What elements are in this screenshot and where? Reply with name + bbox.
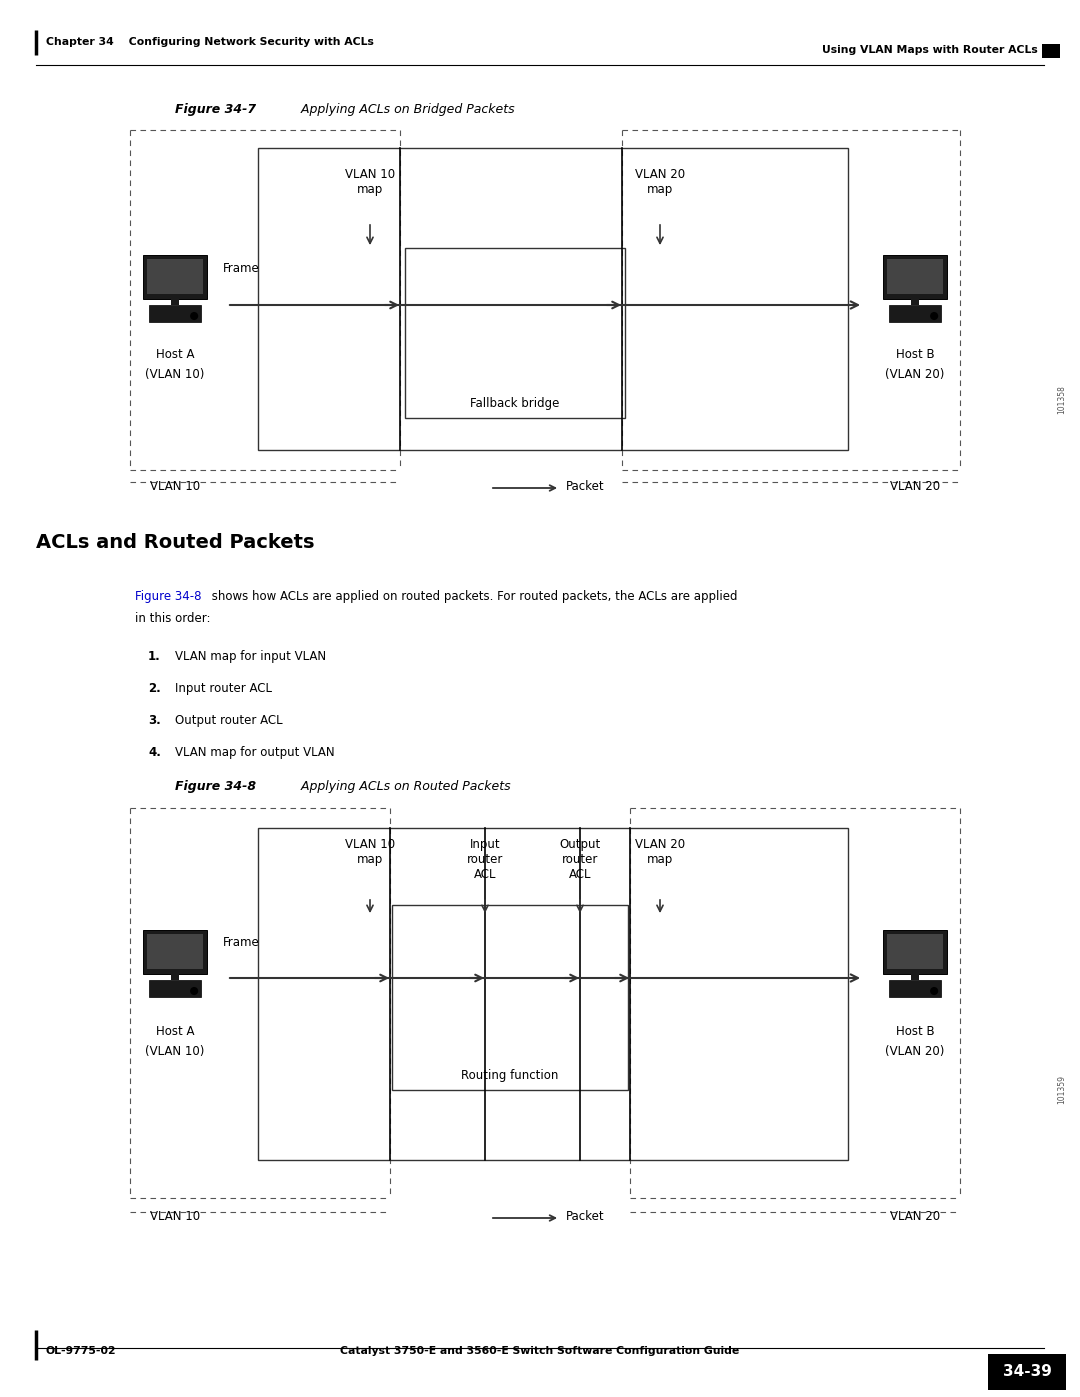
Text: Packet: Packet — [566, 481, 605, 493]
Bar — [258, 148, 848, 450]
Circle shape — [190, 986, 199, 995]
Text: Figure 34-7: Figure 34-7 — [175, 103, 256, 116]
Bar — [147, 935, 203, 970]
Bar — [887, 935, 943, 970]
Bar — [143, 256, 207, 299]
Bar — [910, 972, 919, 981]
Bar — [147, 258, 203, 295]
Text: Frame: Frame — [222, 261, 260, 274]
Text: Host A: Host A — [156, 1025, 194, 1038]
Text: Frame: Frame — [222, 936, 260, 950]
Text: Applying ACLs on Routed Packets: Applying ACLs on Routed Packets — [285, 780, 511, 793]
Bar — [149, 306, 201, 321]
Text: VLAN 10: VLAN 10 — [150, 481, 200, 493]
Text: VLAN 20: VLAN 20 — [890, 1210, 940, 1222]
Text: VLAN 10
map: VLAN 10 map — [345, 838, 395, 866]
Text: Figure 34-8: Figure 34-8 — [135, 590, 202, 604]
Bar — [889, 981, 941, 996]
Bar — [887, 258, 943, 295]
Bar — [988, 1354, 1066, 1390]
Text: 2.: 2. — [148, 682, 161, 694]
Text: 101358: 101358 — [1057, 386, 1067, 415]
Text: Chapter 34    Configuring Network Security with ACLs: Chapter 34 Configuring Network Security … — [46, 36, 374, 47]
Text: Host B: Host B — [895, 1025, 934, 1038]
Text: Input
router
ACL: Input router ACL — [467, 838, 503, 882]
Bar — [171, 972, 179, 981]
Text: OL-9775-02: OL-9775-02 — [46, 1345, 117, 1356]
Text: Host A: Host A — [156, 348, 194, 360]
Text: VLAN map for output VLAN: VLAN map for output VLAN — [175, 746, 335, 759]
Text: (VLAN 20): (VLAN 20) — [886, 367, 945, 381]
Text: (VLAN 10): (VLAN 10) — [146, 367, 205, 381]
Text: in this order:: in this order: — [135, 612, 211, 624]
Text: Applying ACLs on Bridged Packets: Applying ACLs on Bridged Packets — [285, 103, 515, 116]
Circle shape — [190, 312, 199, 320]
Text: 3.: 3. — [148, 714, 161, 726]
Text: Figure 34-8: Figure 34-8 — [175, 780, 256, 793]
Text: Host B: Host B — [895, 348, 934, 360]
Bar — [889, 306, 941, 321]
Text: Packet: Packet — [566, 1210, 605, 1222]
Circle shape — [930, 312, 939, 320]
Text: Input router ACL: Input router ACL — [175, 682, 272, 694]
Text: ACLs and Routed Packets: ACLs and Routed Packets — [36, 534, 314, 552]
Text: VLAN 10
map: VLAN 10 map — [345, 168, 395, 196]
Bar — [149, 981, 201, 996]
Text: Output
router
ACL: Output router ACL — [559, 838, 600, 882]
Text: (VLAN 10): (VLAN 10) — [146, 1045, 205, 1058]
Text: VLAN 20
map: VLAN 20 map — [635, 838, 685, 866]
Text: 34-39: 34-39 — [1002, 1365, 1052, 1379]
Text: Fallback bridge: Fallback bridge — [470, 397, 559, 409]
Text: Catalyst 3750-E and 3560-E Switch Software Configuration Guide: Catalyst 3750-E and 3560-E Switch Softwa… — [340, 1345, 740, 1356]
Text: 101359: 101359 — [1057, 1076, 1067, 1105]
Bar — [1042, 43, 1059, 59]
Bar — [258, 828, 848, 1160]
Bar — [171, 298, 179, 306]
Text: VLAN map for input VLAN: VLAN map for input VLAN — [175, 650, 326, 664]
Text: 4.: 4. — [148, 746, 161, 759]
Text: Routing function: Routing function — [461, 1069, 558, 1083]
Text: VLAN 20: VLAN 20 — [890, 481, 940, 493]
Text: VLAN 10: VLAN 10 — [150, 1210, 200, 1222]
Bar — [910, 298, 919, 306]
Bar — [883, 930, 947, 974]
Text: shows how ACLs are applied on routed packets. For routed packets, the ACLs are a: shows how ACLs are applied on routed pac… — [208, 590, 738, 604]
Bar — [143, 930, 207, 974]
Text: Output router ACL: Output router ACL — [175, 714, 283, 726]
Bar — [883, 256, 947, 299]
Text: 1.: 1. — [148, 650, 161, 664]
Text: Using VLAN Maps with Router ACLs: Using VLAN Maps with Router ACLs — [822, 45, 1038, 54]
Circle shape — [930, 986, 939, 995]
Bar — [392, 905, 627, 1090]
Bar — [405, 249, 625, 418]
Text: VLAN 20
map: VLAN 20 map — [635, 168, 685, 196]
Text: (VLAN 20): (VLAN 20) — [886, 1045, 945, 1058]
